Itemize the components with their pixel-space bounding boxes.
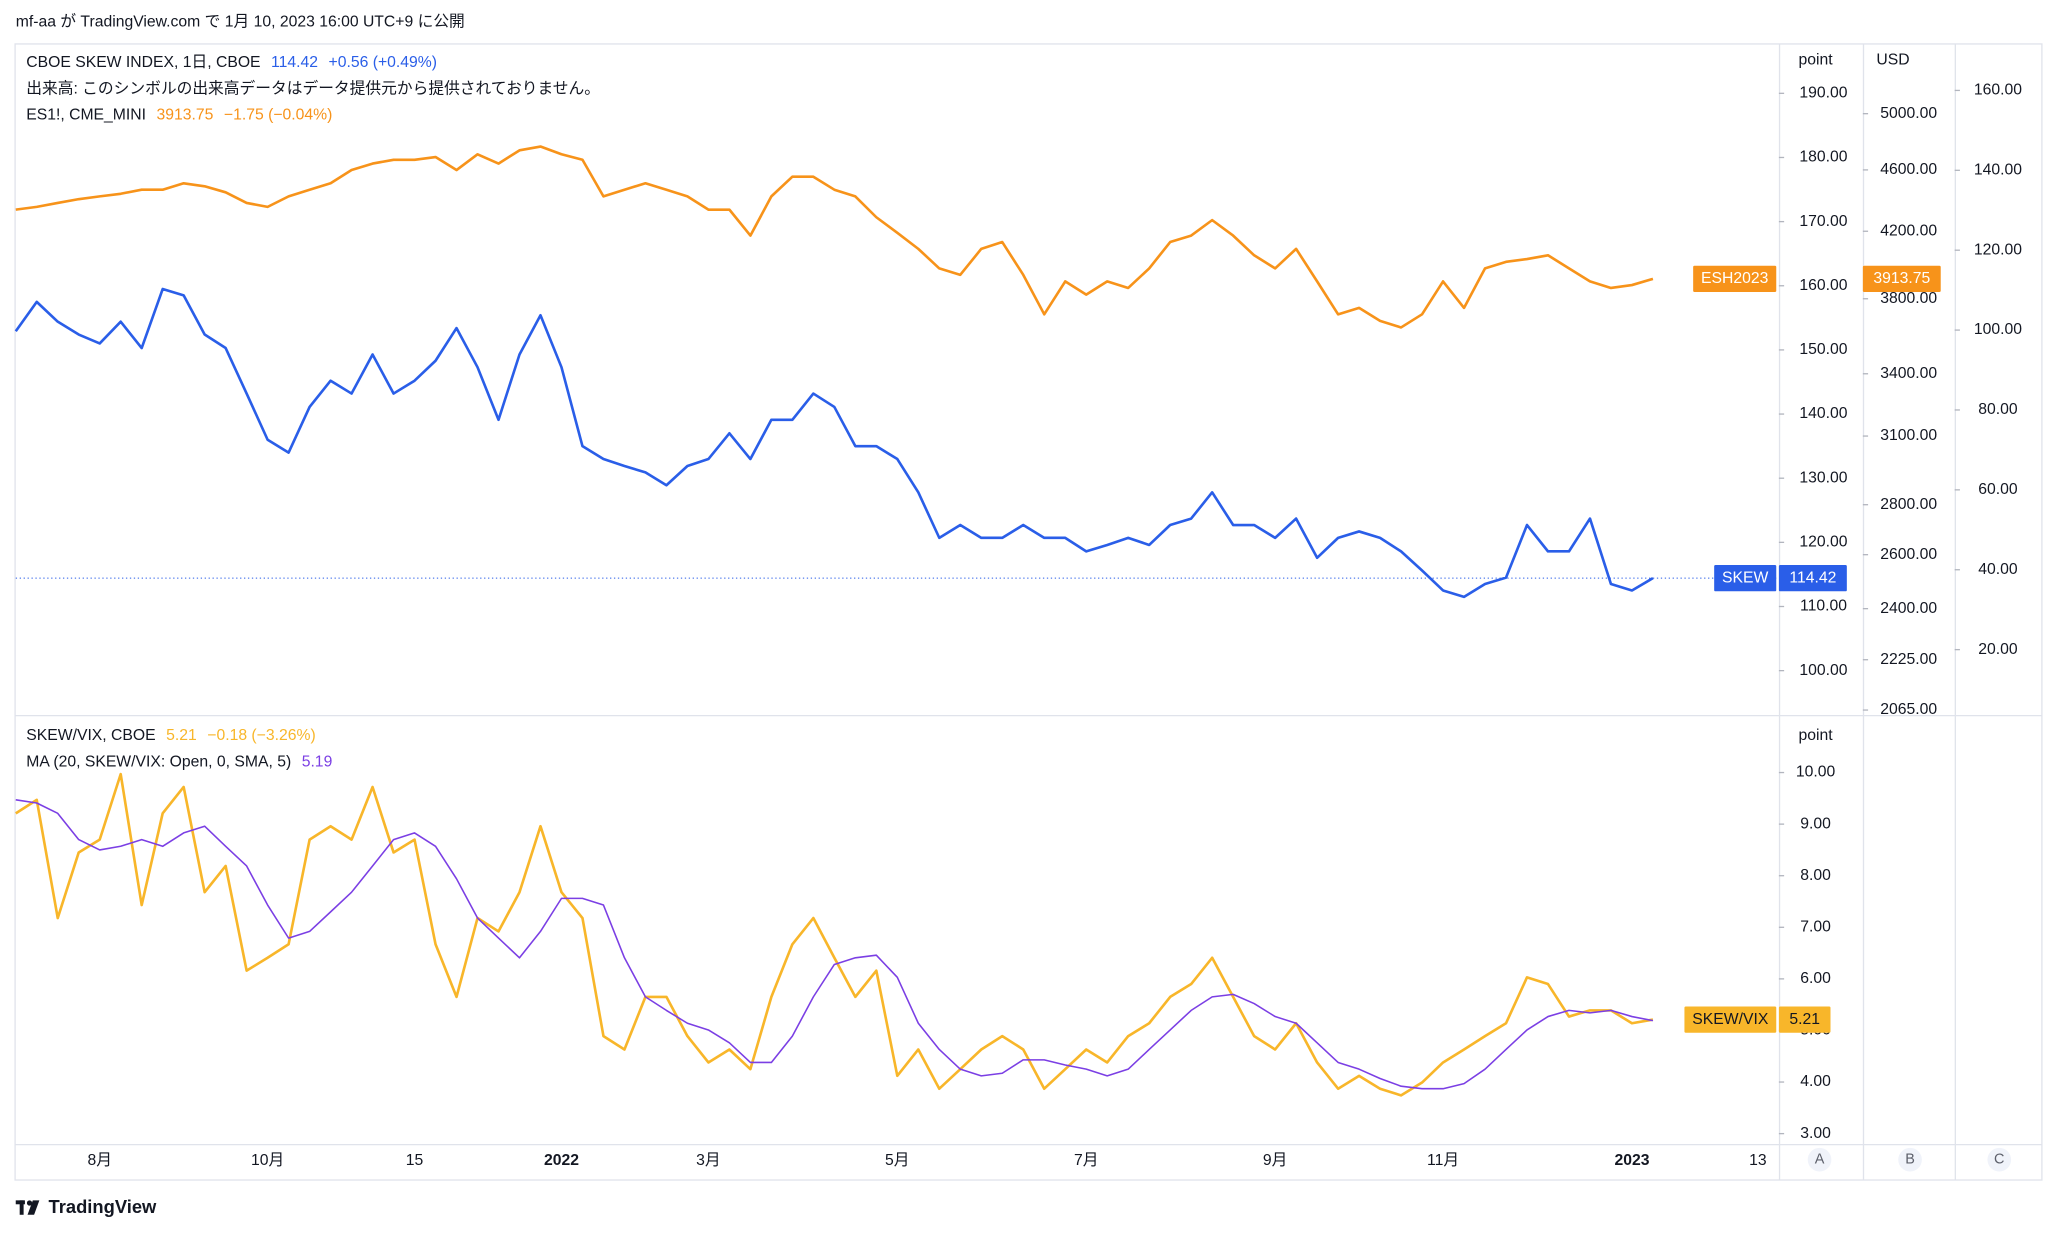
price-tag-bg [1714, 565, 1777, 592]
axis-tick-label: 9.00 [1800, 815, 1831, 832]
price-tag-name: SKEW [1722, 569, 1768, 586]
axis-tick-label: 4200.00 [1880, 222, 1937, 239]
axis-tick-label: 5000.00 [1880, 105, 1937, 122]
price-tag-value-bg [1862, 265, 1941, 292]
legend-change: −1.75 (−0.04%) [224, 107, 332, 124]
axis-tick-label: 4.00 [1800, 1073, 1831, 1090]
x-tick-label: 8月 [87, 1152, 112, 1169]
axis-tick-label: 3100.00 [1880, 427, 1937, 444]
x-tick-label: 13 [1749, 1152, 1767, 1169]
axis-tick-label: 3.00 [1800, 1125, 1831, 1142]
axis-tick-label: 170.00 [1799, 213, 1847, 230]
axis-tick-label: 140.00 [1799, 405, 1847, 422]
x-tick-label: 11月 [1427, 1152, 1459, 1169]
logo-part [27, 1200, 40, 1215]
axis-tick-label: 160.00 [1974, 82, 2022, 99]
axis-tick-label: 7.00 [1800, 918, 1831, 935]
scale-button [1898, 1147, 1922, 1172]
axis-tick-label: 130.00 [1799, 469, 1847, 486]
axis-tick-label: 20.00 [1978, 641, 2018, 658]
series-line [14, 287, 1654, 599]
legend-change: +0.56 (+0.49%) [329, 54, 437, 71]
publisher-line: mf-aa が TradingView.com で 1月 10, 2023 16… [16, 12, 465, 30]
logo-part [19, 1200, 24, 1215]
axis-tick-label: 110.00 [1800, 598, 1847, 615]
legend-value: 3913.75 [157, 107, 214, 124]
legend-note: 出来高: このシンボルの出来高データはデータ提供元から提供されておりません。 [26, 78, 600, 97]
legend-name: SKEW/VIX, CBOE [26, 727, 155, 744]
legend-value: 114.42 [271, 54, 318, 71]
axis-tick-label: 180.00 [1799, 149, 1847, 166]
scale-button [1807, 1147, 1832, 1172]
axis-tick-label: 190.00 [1799, 84, 1847, 101]
axis-tick-label: 100.00 [1974, 321, 2022, 338]
series-line [15, 799, 1654, 1090]
axis-unit: point [1799, 52, 1834, 69]
axis-tick-label: 120.00 [1974, 241, 2022, 258]
price-tag-bg [1684, 1006, 1777, 1033]
axis-tick-label: 3400.00 [1880, 365, 1937, 382]
legend-name: MA (20, SKEW/VIX: Open, 0, SMA, 5) [26, 753, 291, 770]
legend-change: −0.18 (−3.26%) [207, 727, 315, 744]
x-tick-label: 5月 [885, 1152, 909, 1169]
series-line [15, 772, 1654, 1097]
axis-tick-label: 2225.00 [1880, 651, 1937, 668]
price-tag-value: 3913.75 [1873, 270, 1930, 287]
series-line [15, 145, 1654, 329]
x-tick-label: 9月 [1263, 1152, 1287, 1169]
x-tick-label: 2022 [544, 1152, 579, 1169]
x-tick-label: 10月 [251, 1152, 284, 1169]
axis-tick-label: 160.00 [1799, 277, 1847, 294]
x-tick-label: 15 [406, 1152, 424, 1169]
axis-tick-label: 2800.00 [1880, 496, 1937, 513]
axis-tick-label: 140.00 [1974, 161, 2022, 178]
x-tick-label: 3月 [696, 1152, 721, 1169]
axis-tick-label: 6.00 [1800, 970, 1831, 987]
axis-tick-label: 2400.00 [1880, 600, 1937, 617]
x-tick-label: 7月 [1074, 1152, 1098, 1169]
logo-part [26, 1200, 33, 1206]
x-tick-label: 2023 [1614, 1152, 1649, 1169]
axis-tick-label: 4600.00 [1880, 161, 1937, 178]
scale-button-label: A [1815, 1151, 1825, 1167]
price-tag-name: ESH2023 [1701, 270, 1769, 287]
legend-value: 5.19 [302, 753, 333, 770]
axis-tick-label: 10.00 [1796, 764, 1836, 781]
axis-unit: point [1799, 727, 1834, 744]
price-tag-name: SKEW/VIX [1692, 1011, 1769, 1028]
chart-frame [14, 43, 2043, 1181]
price-tag-value: 5.21 [1789, 1011, 1820, 1028]
price-tag-value-bg [1778, 565, 1847, 592]
axis-tick-label: 3800.00 [1880, 290, 1937, 307]
price-tag-bg [1693, 265, 1777, 292]
scale-button [1987, 1147, 2012, 1172]
axis-tick-label: 2065.00 [1880, 701, 1937, 718]
legend-name: ES1!, CME_MINI [26, 107, 146, 124]
scale-button-label: C [1994, 1151, 2004, 1167]
axis-tick-label: 40.00 [1978, 561, 2018, 578]
legend-value: 5.21 [166, 727, 197, 744]
axis-unit: USD [1876, 52, 1909, 69]
price-tag-value-bg [1778, 1006, 1831, 1033]
axis-tick-label: 120.00 [1799, 534, 1847, 551]
price-tag-value: 114.42 [1789, 569, 1836, 586]
tradingview-logo [15, 1200, 40, 1215]
axis-tick-label: 150.00 [1799, 341, 1847, 358]
brand: TradingView [49, 1196, 158, 1217]
axis-tick-label: 60.00 [1978, 481, 2018, 498]
axis-tick-label: 2600.00 [1880, 546, 1937, 563]
axis-tick-label: 80.00 [1978, 401, 2018, 418]
axis-tick-label: 8.00 [1800, 867, 1831, 884]
axis-tick-label: 100.00 [1799, 662, 1847, 679]
legend-name: CBOE SKEW INDEX, 1日, CBOE [26, 54, 260, 71]
scale-button-label: B [1905, 1151, 1915, 1167]
